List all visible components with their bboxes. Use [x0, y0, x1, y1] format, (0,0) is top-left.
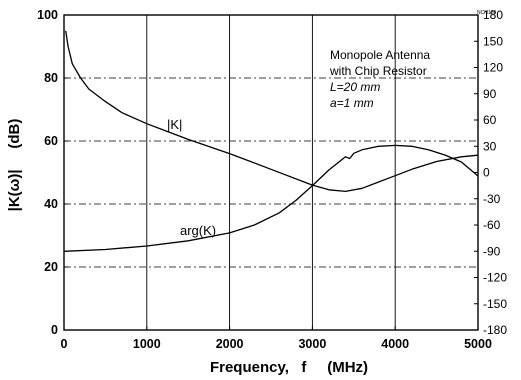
x-axis-title: Frequency, f (MHz) [210, 359, 368, 376]
plot-frame [63, 14, 479, 331]
y-tick-label-right: 180 [483, 8, 503, 22]
series-label-phase: arg(K) [180, 223, 216, 238]
annotation-line-4: a=1 mm [330, 96, 374, 110]
y-tick-label-right: 0 [483, 166, 490, 180]
y-tick-label-right: -120 [483, 271, 507, 285]
y-tick-label-left: 0 [51, 323, 58, 337]
x-tick-label: 4000 [381, 337, 409, 351]
y-tick-label-right: 150 [483, 34, 503, 48]
y-tick-label-right: -150 [483, 297, 507, 311]
x-tick-label: 2000 [216, 337, 244, 351]
y-tick-label-left: 20 [44, 260, 58, 274]
annotation-line-2: with Chip Resistor [329, 64, 427, 78]
x-tick-label: 0 [61, 337, 68, 351]
x-tick-label: 3000 [298, 337, 326, 351]
figure-tag: NCH120 [477, 10, 496, 16]
phase-curve [63, 144, 479, 252]
x-tick-label: 5000 [464, 337, 492, 351]
annotation-line-3: L=20 mm [330, 80, 380, 94]
y-tick-label-right: -30 [483, 192, 501, 206]
y-tick-label-right: 120 [483, 61, 503, 75]
y-tick-label-right: 60 [483, 113, 497, 127]
y-tick-label-left: 40 [44, 197, 58, 211]
y-tick-label-left: 80 [44, 71, 58, 85]
x-tick-label: 1000 [133, 337, 161, 351]
magnitude-curve [65, 30, 479, 193]
y-tick-label-right: 90 [483, 87, 497, 101]
y-tick-label-right: 30 [483, 139, 497, 153]
y-tick-label-right: -180 [483, 323, 507, 337]
annotation-line-1: Monopole Antenna [330, 48, 430, 62]
y-tick-label-right: -60 [483, 218, 501, 232]
y-axis-title: |K(ω)| (dB) [6, 119, 23, 212]
series-label-magnitude: |K| [167, 117, 182, 132]
y-tick-label-left: 100 [37, 8, 58, 22]
y-tick-label-left: 60 [44, 134, 58, 148]
y-tick-label-right: -90 [483, 244, 501, 258]
